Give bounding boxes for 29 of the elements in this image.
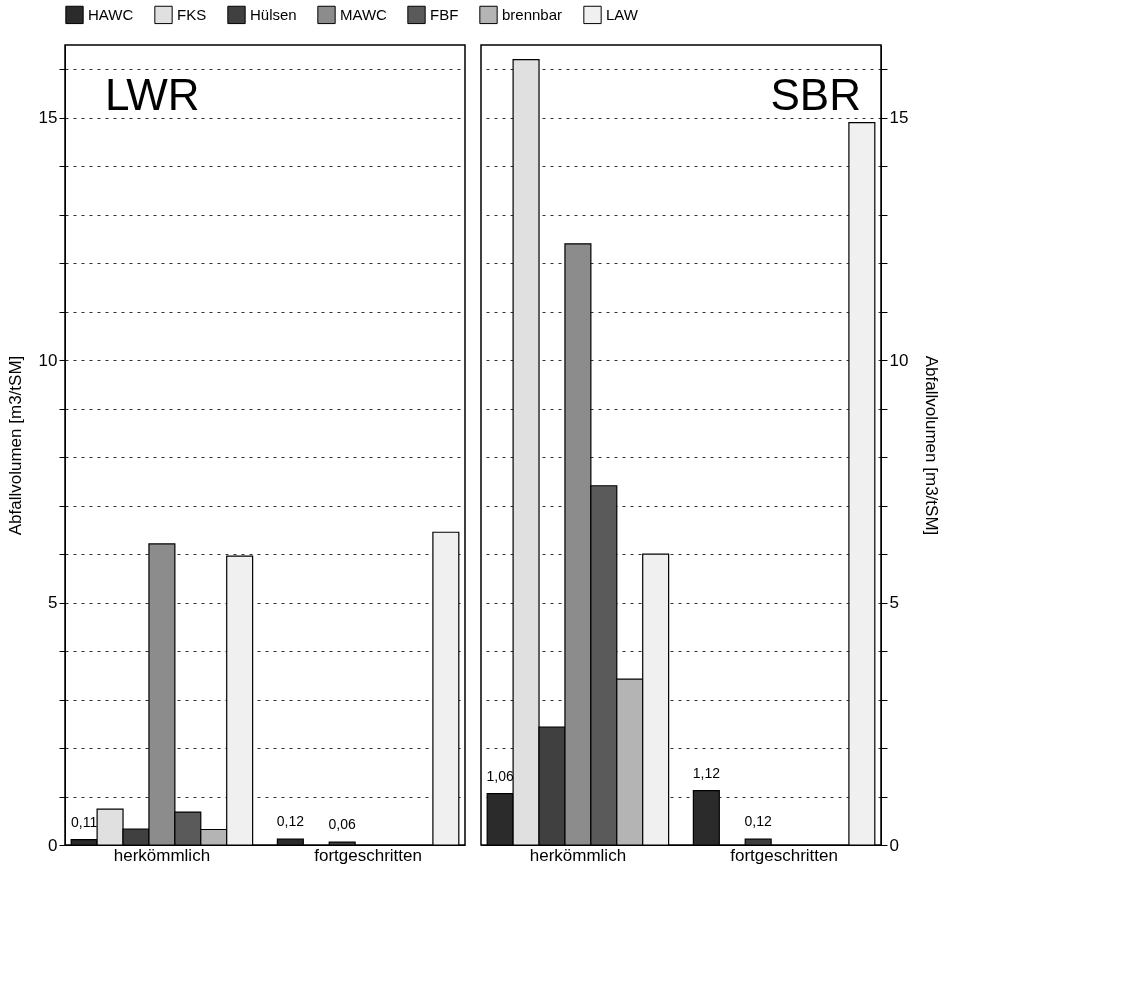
data-label: 0,12 (276, 813, 305, 830)
y2-tick-label: 0 (889, 835, 899, 855)
y-tick-label: 10 (38, 350, 58, 370)
y2-tick-label: 15 (889, 108, 909, 128)
x-tick-label: herkömmlich (529, 845, 627, 865)
legend-label: HAWC (88, 5, 134, 23)
x-tick-label: fortgeschritten (730, 845, 838, 865)
y-tick-label: 5 (48, 593, 58, 613)
legend-label: Hülsen (250, 5, 297, 23)
y-axis-title: Abfallvolumen [m3/tSM] (5, 355, 25, 536)
data-label: 1,06 (486, 767, 514, 784)
y2-tick-label: 5 (889, 593, 899, 613)
legend-label: FBF (430, 5, 459, 23)
y-tick-label: 15 (38, 108, 58, 128)
text: LWR (105, 70, 200, 119)
legend-label: brennbar (502, 5, 563, 23)
legend-label: MAWC (340, 5, 388, 23)
legend-label: FKS (177, 5, 207, 23)
data-label: 0,11 (71, 813, 98, 830)
chart-title: SBR (770, 70, 861, 119)
y2-tick-label: 10 (889, 350, 909, 370)
x-tick-label: herkömmlich (113, 845, 211, 865)
x-tick-label: fortgeschritten (314, 845, 422, 865)
legend-label: LAW (606, 5, 639, 23)
data-label: 0,12 (744, 813, 773, 830)
data-label: 1,12 (692, 764, 721, 781)
y-tick-label: 0 (48, 835, 58, 855)
data-label: 0,06 (328, 816, 357, 833)
y2-axis-title: Abfallvolumen [m3/tSM] (922, 355, 942, 536)
